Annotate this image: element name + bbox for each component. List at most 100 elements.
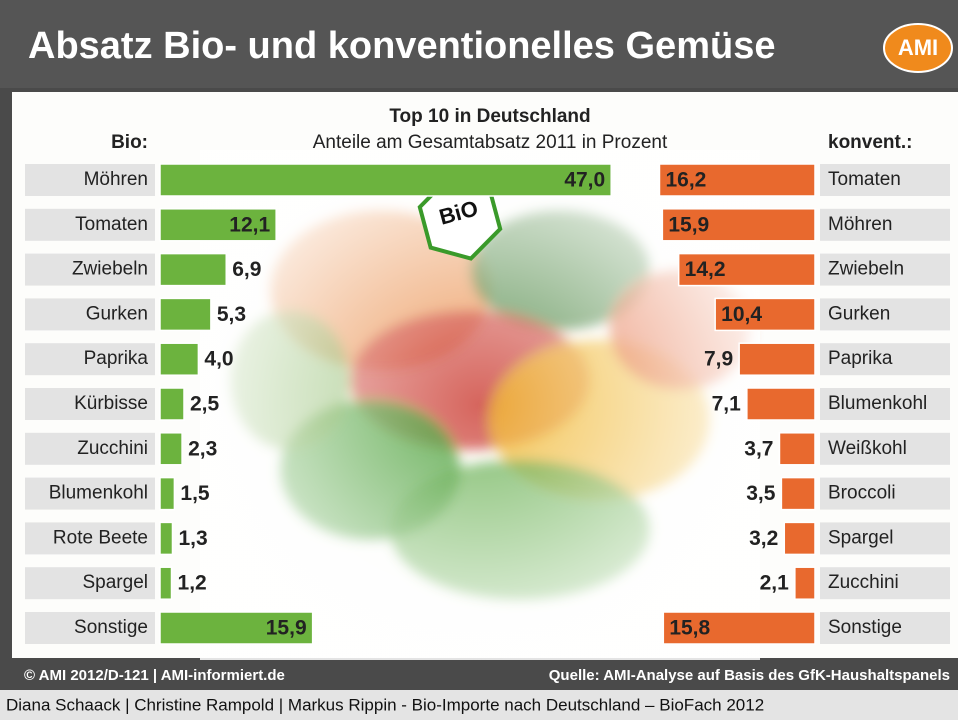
row-label-bg [820, 253, 950, 286]
category-label: Blumenkohl [828, 393, 927, 414]
value-label: 7,9 [704, 348, 733, 371]
bar [159, 208, 277, 242]
row-label-bg [25, 522, 155, 555]
row-label-bg [820, 343, 950, 376]
row-label-bg [25, 343, 155, 376]
bar [159, 566, 173, 600]
bar [159, 611, 314, 645]
category-label: Zucchini [77, 438, 148, 459]
row-label-bg [820, 477, 950, 510]
title: Absatz Bio- und konventionelles Gemüse [28, 25, 775, 67]
caption-bar [0, 690, 958, 720]
row-label-bg [25, 567, 155, 600]
bar [662, 611, 816, 645]
subheading: Anteile am Gesamtabsatz 2011 in Prozent [313, 132, 668, 153]
bar [159, 476, 176, 511]
category-label: Broccoli [828, 483, 896, 504]
value-label: 16,2 [665, 169, 706, 192]
row-label-bg [820, 298, 950, 331]
category-label: Gurken [828, 303, 890, 324]
row-label-bg [25, 432, 155, 465]
value-label: 1,3 [178, 527, 207, 550]
footer-bar [0, 660, 958, 690]
bar [794, 566, 816, 600]
row-label-bg [25, 477, 155, 510]
value-label: 15,9 [266, 617, 307, 640]
value-label: 15,8 [669, 617, 710, 640]
category-label: Möhren [84, 169, 148, 190]
value-label: 15,9 [668, 213, 709, 236]
value-label: 7,1 [712, 393, 742, 416]
category-label: Zwiebeln [72, 259, 148, 280]
row-label-bg [820, 612, 950, 644]
row-label-bg [820, 567, 950, 600]
category-label: Spargel [83, 572, 149, 593]
caption: Diana Schaack | Christine Rampold | Mark… [6, 695, 764, 714]
bar [746, 387, 816, 421]
column-head: Bio: [111, 132, 148, 153]
bar [159, 252, 227, 287]
category-label: Spargel [828, 527, 894, 548]
value-label: 2,5 [190, 393, 220, 416]
row-label-bg [820, 208, 950, 241]
logo: AMI [898, 35, 938, 60]
column-head: konvent.: [828, 132, 912, 153]
bar [159, 387, 185, 421]
row-label-bg [25, 612, 155, 644]
category-label: Sonstige [828, 617, 902, 638]
row-label-bg [25, 388, 155, 420]
row-label-bg [820, 522, 950, 555]
bar [714, 297, 816, 332]
value-label: 12,1 [229, 213, 270, 236]
value-label: 4,0 [204, 348, 233, 371]
value-label: 1,5 [180, 482, 210, 505]
row-label-bg [25, 253, 155, 286]
value-label: 14,2 [685, 258, 726, 281]
value-label: 3,7 [744, 437, 773, 460]
title-bar [0, 0, 958, 88]
category-label: Rote Beete [53, 527, 148, 548]
category-label: Sonstige [74, 617, 148, 638]
value-label: 5,3 [217, 303, 246, 326]
row-label-bg [25, 208, 155, 241]
bar [661, 208, 816, 242]
bar [159, 342, 200, 376]
bar [738, 342, 816, 376]
logo-bg [883, 23, 953, 73]
value-label: 3,2 [749, 527, 778, 550]
category-label: Paprika [84, 348, 149, 369]
bar [778, 432, 816, 466]
category-label: Tomaten [828, 169, 901, 190]
category-label: Zucchini [828, 572, 899, 593]
heading: Top 10 in Deutschland [389, 106, 590, 127]
value-label: 6,9 [232, 258, 261, 281]
bar [783, 521, 816, 556]
value-label: 3,5 [746, 482, 776, 505]
bar [658, 163, 816, 197]
value-label: 2,3 [188, 437, 217, 460]
footer-right: Quelle: AMI-Analyse auf Basis des GfK-Ha… [549, 667, 950, 684]
value-label: 1,2 [178, 572, 207, 595]
category-label: Weißkohl [828, 438, 907, 459]
category-label: Tomaten [75, 214, 148, 235]
row-label-bg [25, 298, 155, 331]
value-label: 2,1 [760, 572, 790, 595]
value-label: 10,4 [721, 303, 762, 326]
bar [159, 163, 612, 197]
row-label-bg [25, 164, 155, 196]
category-label: Kürbisse [74, 393, 148, 414]
value-label: 47,0 [564, 169, 605, 192]
category-label: Gurken [86, 303, 148, 324]
bar [159, 521, 174, 556]
bar [159, 432, 183, 466]
category-label: Blumenkohl [49, 483, 148, 504]
bar [677, 252, 816, 287]
row-label-bg [820, 164, 950, 196]
category-label: Zwiebeln [828, 259, 904, 280]
row-label-bg [820, 432, 950, 465]
bar [159, 297, 212, 332]
bar [780, 476, 816, 511]
category-label: Paprika [828, 348, 893, 369]
row-label-bg [820, 388, 950, 420]
category-label: Möhren [828, 214, 892, 235]
